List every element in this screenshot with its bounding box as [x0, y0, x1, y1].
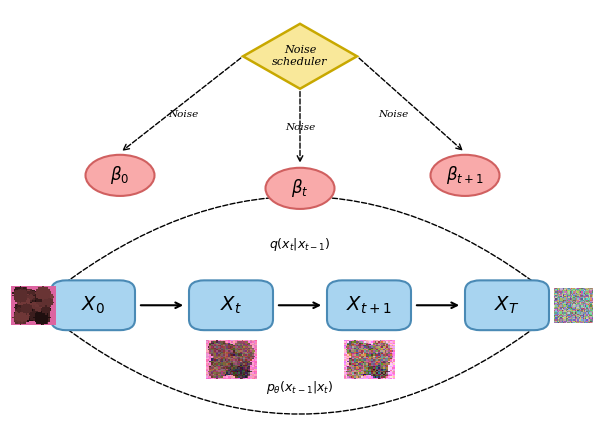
Text: $p_\theta(x_{t-1}|x_t)$: $p_\theta(x_{t-1}|x_t)$ — [266, 379, 334, 396]
FancyBboxPatch shape — [327, 281, 411, 330]
FancyBboxPatch shape — [51, 281, 135, 330]
Text: $X_{t+1}$: $X_{t+1}$ — [346, 294, 392, 316]
FancyBboxPatch shape — [465, 281, 549, 330]
Text: $X_0$: $X_0$ — [81, 294, 105, 316]
Text: $\beta_t$: $\beta_t$ — [291, 178, 309, 199]
Ellipse shape — [265, 168, 335, 209]
Ellipse shape — [431, 155, 499, 196]
Text: $X_t$: $X_t$ — [220, 294, 242, 316]
Text: $\beta_0$: $\beta_0$ — [110, 165, 130, 186]
Text: Noise: Noise — [285, 123, 315, 132]
FancyBboxPatch shape — [189, 281, 273, 330]
Polygon shape — [243, 24, 357, 89]
Ellipse shape — [86, 155, 155, 196]
Text: $X_T$: $X_T$ — [494, 294, 520, 316]
Text: Noise: Noise — [378, 110, 408, 119]
Text: Noise: Noise — [168, 110, 198, 119]
Text: Noise
scheduler: Noise scheduler — [272, 45, 328, 67]
Text: $\beta_{t+1}$: $\beta_{t+1}$ — [446, 165, 484, 186]
Text: $q(x_t|x_{t-1})$: $q(x_t|x_{t-1})$ — [269, 236, 331, 253]
